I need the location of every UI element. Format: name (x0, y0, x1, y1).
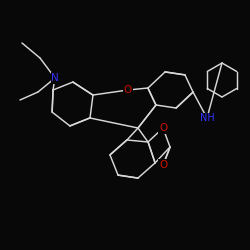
Text: NH: NH (200, 113, 214, 123)
Text: O: O (159, 123, 167, 133)
Text: N: N (51, 73, 59, 83)
Text: O: O (159, 160, 167, 170)
Text: O: O (124, 85, 132, 95)
